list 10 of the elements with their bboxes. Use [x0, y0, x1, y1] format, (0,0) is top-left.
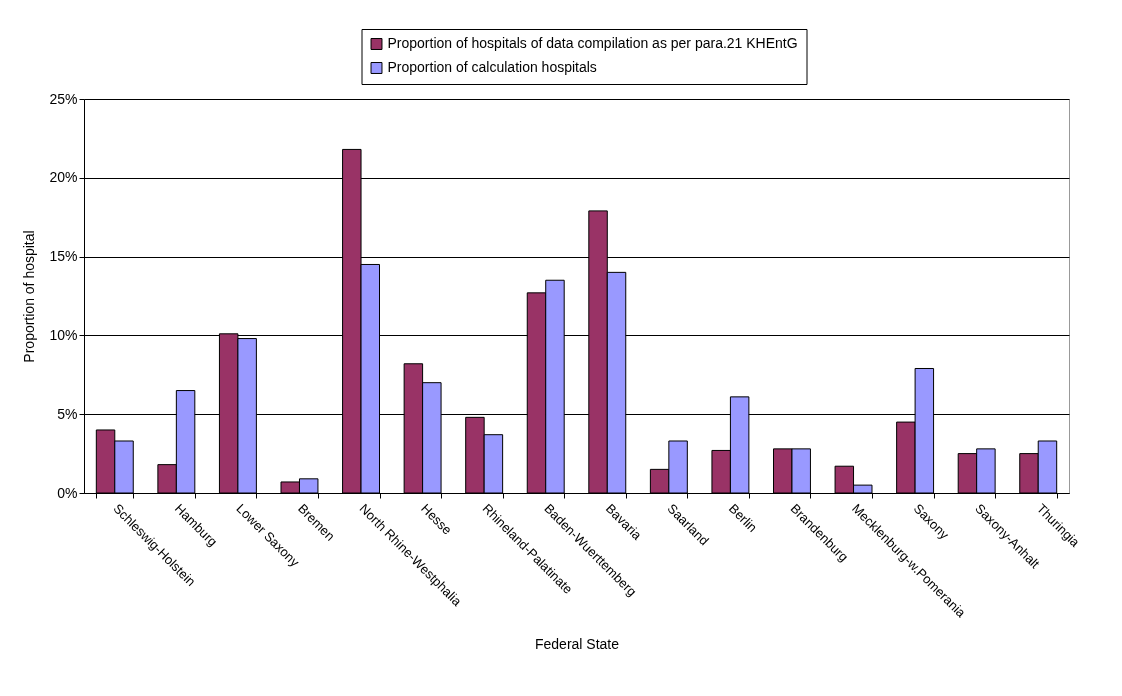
- x-axis-title: Federal State: [534, 636, 620, 653]
- y-tick-label: 10%: [49, 326, 78, 343]
- y-axis-title: Proportion of hospital: [21, 230, 38, 363]
- y-tick-label: 15%: [49, 248, 78, 265]
- y-tick-label: 0%: [57, 484, 78, 501]
- legend-label: Proportion of calculation hospitals: [387, 59, 597, 75]
- legend-label: Proportion of hospitals of data compilation as per para.21 KHEntG: [387, 35, 798, 51]
- y-tick-label: 25%: [49, 90, 78, 107]
- y-tick-label: 20%: [49, 169, 78, 186]
- y-tick-label: 5%: [57, 405, 78, 422]
